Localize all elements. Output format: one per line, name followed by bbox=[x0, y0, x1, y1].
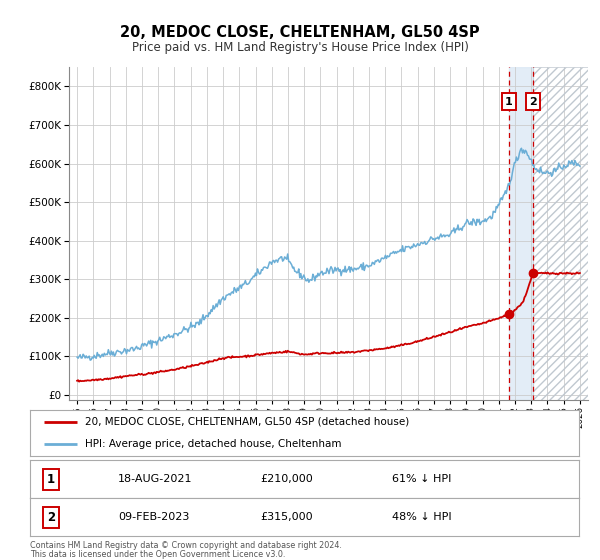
Text: 18-AUG-2021: 18-AUG-2021 bbox=[118, 474, 193, 484]
Text: 61% ↓ HPI: 61% ↓ HPI bbox=[392, 474, 452, 484]
Text: This data is licensed under the Open Government Licence v3.0.: This data is licensed under the Open Gov… bbox=[30, 550, 286, 559]
Bar bbox=[509, 67, 533, 400]
Text: £210,000: £210,000 bbox=[260, 474, 313, 484]
Text: Price paid vs. HM Land Registry's House Price Index (HPI): Price paid vs. HM Land Registry's House … bbox=[131, 41, 469, 54]
Text: 2: 2 bbox=[529, 96, 537, 106]
Text: £315,000: £315,000 bbox=[260, 512, 313, 522]
Text: 1: 1 bbox=[505, 96, 513, 106]
Text: HPI: Average price, detached house, Cheltenham: HPI: Average price, detached house, Chel… bbox=[85, 438, 341, 449]
Text: 2: 2 bbox=[47, 511, 55, 524]
Text: 20, MEDOC CLOSE, CHELTENHAM, GL50 4SP (detached house): 20, MEDOC CLOSE, CHELTENHAM, GL50 4SP (d… bbox=[85, 417, 409, 427]
Text: 09-FEB-2023: 09-FEB-2023 bbox=[118, 512, 189, 522]
Text: 48% ↓ HPI: 48% ↓ HPI bbox=[392, 512, 452, 522]
Bar bbox=[533, 67, 588, 400]
Text: Contains HM Land Registry data © Crown copyright and database right 2024.: Contains HM Land Registry data © Crown c… bbox=[30, 541, 342, 550]
Bar bbox=[533, 67, 588, 400]
Text: 1: 1 bbox=[47, 473, 55, 486]
Text: 20, MEDOC CLOSE, CHELTENHAM, GL50 4SP: 20, MEDOC CLOSE, CHELTENHAM, GL50 4SP bbox=[120, 25, 480, 40]
